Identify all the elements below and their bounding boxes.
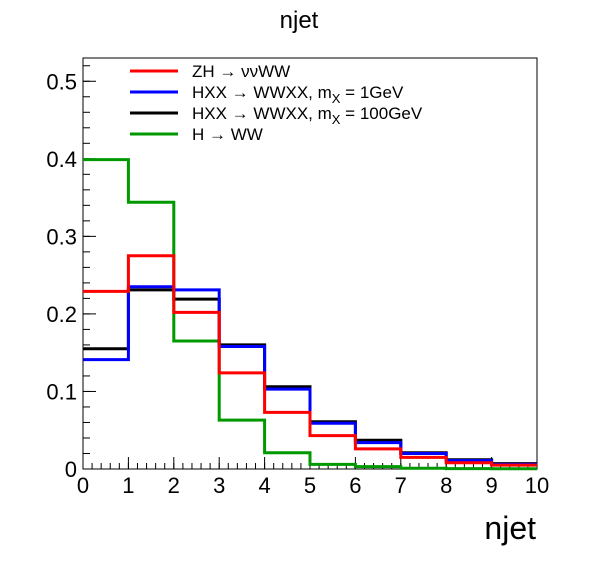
y-tick-label: 0 <box>65 457 77 482</box>
y-tick-label: 0.5 <box>46 69 77 94</box>
x-tick-label: 8 <box>440 473 452 498</box>
y-tick-label: 0.1 <box>46 379 77 404</box>
x-tick-label: 2 <box>168 473 180 498</box>
x-tick-label: 10 <box>525 473 549 498</box>
y-tick-label: 0.3 <box>46 224 77 249</box>
x-axis-label: njet <box>484 510 536 546</box>
x-tick-label: 4 <box>258 473 270 498</box>
y-tick-label: 0.4 <box>46 147 77 172</box>
x-tick-label: 1 <box>122 473 134 498</box>
x-tick-label: 7 <box>395 473 407 498</box>
x-tick-label: 9 <box>485 473 497 498</box>
x-tick-label: 3 <box>213 473 225 498</box>
legend-entry: H → WW <box>192 125 263 144</box>
chart-title: njet <box>280 7 319 34</box>
legend-entry: ZH → ννWW <box>192 62 290 81</box>
x-tick-label: 6 <box>349 473 361 498</box>
x-tick-label: 0 <box>77 473 89 498</box>
x-tick-label: 5 <box>304 473 316 498</box>
y-tick-label: 0.2 <box>46 302 77 327</box>
